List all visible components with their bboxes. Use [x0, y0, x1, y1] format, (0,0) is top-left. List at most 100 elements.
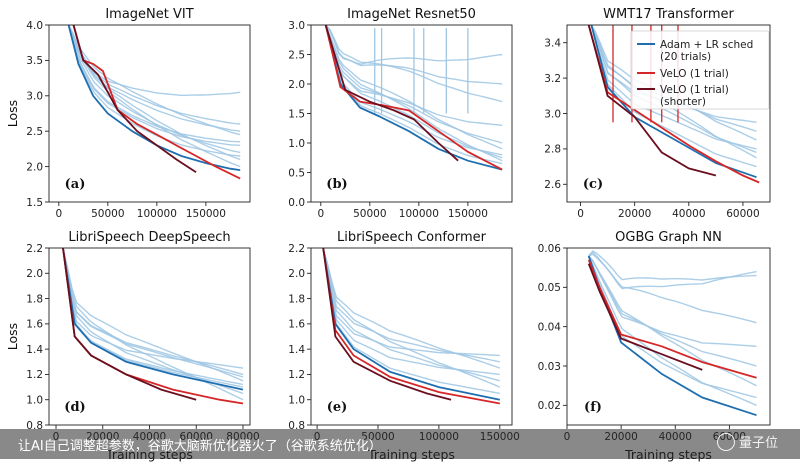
velo-shorter-line: [62, 248, 197, 401]
panel-label: (a): [65, 177, 86, 192]
legend-label-adam-trials: (20 trials): [660, 51, 711, 63]
y-tick-label: 2.5: [26, 126, 43, 138]
adam-trial-line: [62, 248, 244, 386]
adam-trial-line: [67, 25, 241, 136]
y-tick-label: 0.8: [26, 420, 43, 432]
plot-area: [67, 25, 241, 180]
y-tick-label: 3.2: [544, 73, 561, 85]
adam-trial-line: [588, 255, 757, 367]
y-tick-label: 2.0: [288, 268, 305, 280]
y-tick-label: 1.4: [26, 344, 43, 356]
plot-frame: [566, 247, 771, 426]
adam-trial-line: [322, 248, 501, 388]
adam-trial-line: [322, 248, 500, 395]
adam-trial-line: [67, 25, 241, 97]
y-tick-label: 0.0: [288, 197, 305, 209]
legend-label-velo-shorter: VeLO (1 trial): [660, 84, 729, 96]
x-tick-label: 50000: [91, 208, 124, 220]
y-tick-label: 2.5: [288, 49, 305, 61]
adam-trial-line: [325, 25, 503, 165]
plot-area: [62, 248, 244, 405]
y-tick-label: 3.4: [544, 38, 561, 50]
adam-trial-line: [588, 253, 757, 324]
y-tick-label: 2.0: [288, 79, 305, 91]
adam-trial-line: [67, 25, 241, 143]
y-tick-label: 0.05: [538, 282, 561, 294]
x-tick-label: 100000: [399, 208, 439, 220]
legend-label-adam: Adam + LR sched: [660, 39, 753, 51]
plot-frame: [310, 247, 513, 426]
adam-trial-line: [322, 248, 500, 357]
adam-trial-line: [67, 25, 241, 132]
y-tick-label: 2.2: [26, 243, 43, 255]
x-tick-label: 0: [317, 208, 324, 220]
y-tick-label: 3.0: [26, 91, 43, 103]
y-tick-label: 0.06: [538, 243, 562, 255]
velo-shorter-line: [322, 248, 452, 401]
y-tick-label: 0.04: [538, 321, 562, 333]
plot-frame: [48, 24, 251, 203]
velo-shorter-line: [587, 25, 717, 177]
y-tick-label: 1.6: [288, 319, 305, 331]
y-tick-label: 0.02: [538, 400, 561, 412]
adam-trial-line: [67, 25, 241, 157]
adam-trial-line: [590, 25, 757, 168]
panel-title: LibriSpeech Conformer: [337, 230, 487, 245]
x-tick-label: 60000: [726, 208, 759, 220]
y-tick-label: 2.0: [26, 161, 43, 173]
panel-title: ImageNet VIT: [105, 7, 193, 22]
adam-trial-line: [322, 248, 501, 369]
watermark-logo-icon: [716, 432, 735, 451]
y-tick-label: 1.0: [288, 395, 305, 407]
y-tick-label: 1.0: [288, 138, 305, 150]
y-tick-label: 1.2: [288, 369, 305, 381]
adam-trial-line: [62, 248, 244, 376]
y-tick-label: 4.0: [26, 20, 43, 32]
y-tick-label: 2.6: [544, 179, 561, 191]
adam-trial-line: [322, 248, 500, 382]
adam-trial-line: [325, 25, 503, 159]
adam-trial-line: [588, 255, 757, 347]
y-tick-label: 3.5: [26, 55, 43, 67]
adam-trial-line: [67, 25, 241, 168]
adam-trial-line: [62, 248, 244, 401]
velo-line: [324, 25, 503, 171]
plot-area: [322, 248, 501, 405]
panel-label: (d): [64, 400, 85, 415]
adam-trial-line: [588, 250, 757, 281]
velo-shorter-line: [72, 25, 197, 174]
x-tick-label: 40000: [672, 208, 705, 220]
panel-title: WMT17 Transformer: [603, 7, 734, 22]
adam-trial-line: [62, 248, 244, 369]
x-tick-label: 150000: [186, 208, 226, 220]
legend-label-shorter: (shorter): [660, 96, 706, 108]
y-tick-label: 1.2: [26, 369, 43, 381]
y-tick-label: 0.8: [288, 420, 305, 432]
panel-label: (c): [583, 177, 603, 192]
adam-trial-line: [62, 248, 244, 382]
panel-label: (f): [584, 400, 602, 415]
velo-line: [587, 259, 757, 379]
adam-best-line: [324, 25, 503, 171]
y-tick-label: 3.0: [544, 108, 561, 120]
legend-box: [630, 30, 770, 110]
adam-trial-line: [67, 25, 241, 125]
y-tick-label: 3.0: [288, 20, 305, 32]
y-tick-label: 1.8: [288, 293, 305, 305]
adam-trial-line: [62, 248, 244, 388]
adam-trial-line: [62, 248, 244, 378]
y-axis-label: Loss: [5, 100, 20, 127]
x-tick-label: 20000: [618, 208, 651, 220]
x-tick-label: 0: [577, 208, 584, 220]
y-tick-label: 0.5: [288, 167, 305, 179]
caption-text: 让AI自己调整超参数，谷歌大脑新优化器火了（谷歌系统优化）: [18, 439, 382, 454]
plot-area: [587, 250, 757, 417]
panel-label: (b): [326, 177, 347, 192]
panel-label: (e): [327, 400, 348, 415]
x-tick-label: 0: [55, 208, 62, 220]
velo-shorter-line: [324, 25, 459, 162]
velo-shorter-line: [587, 263, 703, 371]
adam-trial-line: [588, 255, 757, 387]
watermark-text: 量子位: [738, 436, 778, 451]
x-tick-label: 50000: [353, 208, 386, 220]
